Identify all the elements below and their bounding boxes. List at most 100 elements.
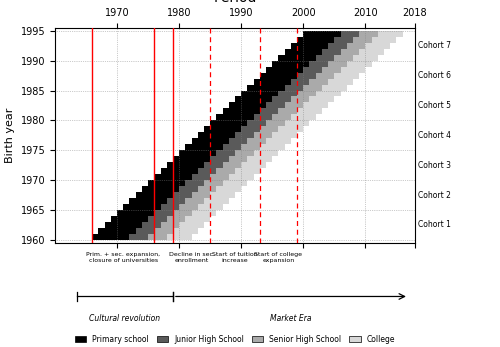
Polygon shape	[204, 162, 223, 168]
Polygon shape	[272, 61, 310, 67]
Polygon shape	[340, 31, 359, 37]
Polygon shape	[272, 115, 291, 120]
Polygon shape	[186, 180, 204, 186]
Polygon shape	[266, 102, 284, 108]
Polygon shape	[186, 144, 222, 150]
Polygon shape	[198, 132, 235, 138]
Polygon shape	[316, 91, 340, 96]
Polygon shape	[192, 138, 229, 144]
Polygon shape	[204, 198, 229, 204]
Polygon shape	[173, 228, 198, 234]
Polygon shape	[98, 228, 136, 234]
Polygon shape	[204, 126, 241, 132]
Polygon shape	[310, 61, 328, 67]
Polygon shape	[111, 216, 148, 222]
Polygon shape	[278, 126, 303, 132]
Polygon shape	[284, 120, 310, 126]
Polygon shape	[198, 168, 216, 174]
Polygon shape	[291, 78, 310, 85]
Polygon shape	[216, 168, 235, 174]
Polygon shape	[210, 156, 229, 162]
Polygon shape	[92, 234, 130, 240]
Polygon shape	[235, 96, 272, 102]
Polygon shape	[173, 210, 192, 216]
Polygon shape	[291, 43, 328, 49]
Polygon shape	[328, 43, 346, 49]
Text: Cohort 7: Cohort 7	[418, 41, 451, 50]
Polygon shape	[366, 43, 390, 49]
Polygon shape	[304, 102, 328, 108]
Polygon shape	[322, 85, 346, 91]
Polygon shape	[235, 132, 254, 138]
Polygon shape	[266, 138, 291, 144]
Polygon shape	[229, 156, 248, 162]
Polygon shape	[272, 96, 291, 102]
Text: Cohort 5: Cohort 5	[418, 101, 451, 110]
Polygon shape	[254, 132, 272, 138]
Polygon shape	[359, 31, 378, 37]
Polygon shape	[154, 174, 192, 180]
Text: Cultural revolution: Cultural revolution	[90, 314, 160, 323]
Polygon shape	[210, 192, 235, 198]
Polygon shape	[117, 210, 154, 216]
Polygon shape	[260, 126, 278, 132]
Legend: Primary school, Junior High School, Senior High School, College: Primary school, Junior High School, Seni…	[72, 331, 398, 347]
Polygon shape	[334, 73, 359, 78]
Polygon shape	[248, 85, 284, 91]
Polygon shape	[198, 204, 222, 210]
Polygon shape	[192, 210, 216, 216]
Polygon shape	[278, 54, 316, 61]
Polygon shape	[216, 186, 241, 192]
Polygon shape	[304, 85, 322, 91]
Polygon shape	[304, 31, 341, 37]
Polygon shape	[284, 102, 304, 108]
Polygon shape	[334, 37, 353, 43]
Polygon shape	[130, 198, 166, 204]
Polygon shape	[222, 180, 248, 186]
Polygon shape	[186, 216, 210, 222]
Polygon shape	[322, 67, 340, 73]
Polygon shape	[142, 186, 179, 192]
Polygon shape	[142, 222, 161, 228]
Polygon shape	[166, 234, 192, 240]
Polygon shape	[328, 78, 353, 85]
Polygon shape	[340, 67, 365, 73]
Polygon shape	[260, 108, 278, 115]
Polygon shape	[241, 126, 260, 132]
Polygon shape	[148, 234, 167, 240]
Polygon shape	[316, 73, 334, 78]
Polygon shape	[210, 120, 248, 126]
Polygon shape	[284, 49, 322, 54]
Polygon shape	[173, 156, 210, 162]
Text: Decline in sec.
enrollment: Decline in sec. enrollment	[168, 252, 214, 263]
Polygon shape	[166, 198, 186, 204]
Polygon shape	[179, 150, 216, 156]
Polygon shape	[154, 228, 173, 234]
Polygon shape	[160, 222, 179, 228]
X-axis label: Period: Period	[214, 0, 256, 6]
Polygon shape	[104, 222, 142, 228]
Polygon shape	[372, 37, 396, 43]
Polygon shape	[322, 49, 340, 54]
Text: Cohort 3: Cohort 3	[418, 161, 451, 170]
Text: Market Era: Market Era	[270, 314, 312, 323]
Polygon shape	[266, 67, 304, 73]
Polygon shape	[378, 31, 402, 37]
Polygon shape	[235, 168, 260, 174]
Polygon shape	[179, 204, 198, 210]
Text: Cohort 4: Cohort 4	[418, 131, 451, 140]
Polygon shape	[241, 162, 266, 168]
Polygon shape	[291, 115, 316, 120]
Polygon shape	[359, 49, 384, 54]
Polygon shape	[229, 138, 248, 144]
Polygon shape	[260, 144, 284, 150]
Polygon shape	[136, 228, 154, 234]
Polygon shape	[160, 168, 198, 174]
Polygon shape	[278, 91, 297, 96]
Polygon shape	[297, 108, 322, 115]
Polygon shape	[130, 234, 148, 240]
Polygon shape	[210, 174, 229, 180]
Polygon shape	[222, 144, 241, 150]
Polygon shape	[204, 180, 223, 186]
Polygon shape	[198, 186, 216, 192]
